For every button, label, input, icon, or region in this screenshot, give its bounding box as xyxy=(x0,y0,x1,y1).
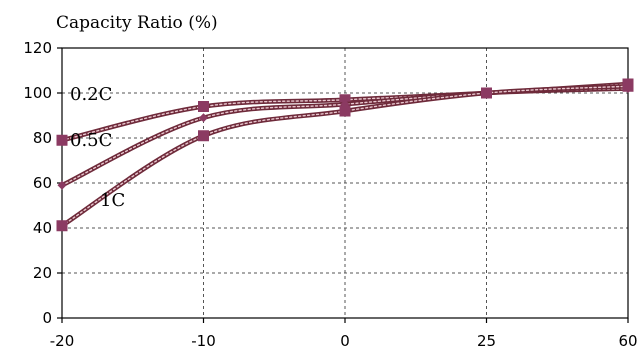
data-point-marker xyxy=(56,220,68,232)
data-point-marker xyxy=(339,105,351,117)
y-tick-label: 0 xyxy=(42,309,52,327)
y-tick-label: 120 xyxy=(23,39,52,57)
grid-layer xyxy=(62,48,628,318)
series-1C xyxy=(56,80,634,232)
x-tick-label: 0 xyxy=(340,332,350,350)
y-tick-label: 80 xyxy=(33,129,52,147)
axes-layer: 0 20 40 60 80 100 120 -20 -10 0 25 60 xyxy=(23,39,637,350)
data-point-marker xyxy=(56,134,68,146)
x-tick-label: -20 xyxy=(50,332,75,350)
data-point-marker xyxy=(198,101,209,112)
series-label: 0.2C xyxy=(70,84,112,105)
data-point-marker xyxy=(622,80,634,92)
series-label-layer: 0.2C 0.5C 1C xyxy=(70,84,125,211)
series-label: 0.5C xyxy=(70,130,112,151)
chart-title: Capacity Ratio (%) xyxy=(56,13,218,33)
y-tick-label: 60 xyxy=(33,174,52,192)
series-label: 1C xyxy=(100,190,125,211)
series-0.5C xyxy=(57,84,633,190)
data-point-marker xyxy=(198,130,209,142)
series-layer xyxy=(56,78,634,232)
x-tick-label: 60 xyxy=(618,332,637,350)
data-point-marker xyxy=(199,113,208,123)
data-point-marker xyxy=(481,87,492,99)
y-tick-label: 20 xyxy=(33,264,52,282)
data-point-marker xyxy=(57,180,67,190)
x-tick-label: 25 xyxy=(477,332,496,350)
y-tick-label: 100 xyxy=(23,84,52,102)
y-tick-label: 40 xyxy=(33,219,52,237)
x-tick-label: -10 xyxy=(191,332,216,350)
